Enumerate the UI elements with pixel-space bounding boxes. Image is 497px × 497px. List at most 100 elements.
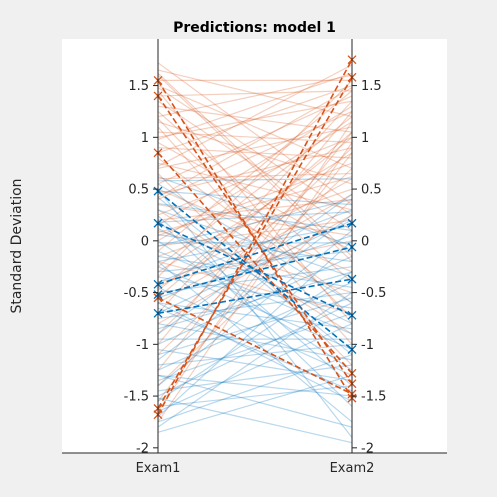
blue-observation-line — [157, 188, 353, 438]
red-observation-line — [157, 141, 353, 252]
red-observation-line — [157, 131, 353, 371]
blue-observation-line — [157, 374, 353, 397]
red-observation-line — [157, 79, 353, 278]
red-observation-line — [157, 64, 353, 167]
red-observation-line — [157, 147, 353, 195]
red-observation-line — [157, 100, 353, 231]
y-tick-label-right: -2 — [361, 441, 374, 456]
y-tick-label-left: 0 — [141, 234, 149, 249]
red-observation-line — [157, 110, 353, 200]
red-highlight-line — [157, 79, 353, 399]
blue-observation-line — [157, 214, 353, 361]
blue-observation-line — [157, 323, 353, 413]
red-observation-line — [157, 193, 353, 304]
red-observation-line — [157, 136, 353, 216]
axes-background — [62, 39, 447, 453]
y-tick-label-right: -1 — [361, 338, 374, 353]
blue-observation-line — [157, 235, 353, 299]
blue-observation-line — [157, 202, 353, 232]
blue-observation-line — [157, 240, 353, 418]
y-tick-label-left: 1 — [141, 131, 149, 146]
red-observation-line — [157, 167, 353, 356]
blue-observation-line — [157, 255, 353, 345]
blue-observation-line — [157, 374, 353, 433]
red-observation-line — [157, 162, 353, 211]
red-observation-line — [157, 62, 353, 206]
red-observation-line — [157, 209, 353, 335]
red-observation-line — [157, 157, 353, 304]
blue-observation-line — [157, 364, 353, 392]
red-observation-line — [157, 172, 353, 180]
red-observation-line — [157, 229, 353, 294]
red-observation-line — [157, 105, 353, 133]
blue-observation-line — [157, 198, 353, 247]
y-tick-label-left: -1 — [136, 338, 149, 353]
red-observation-line — [157, 142, 353, 423]
blue-observation-line — [157, 178, 353, 182]
red-observation-line — [157, 147, 353, 159]
red-observation-line — [157, 173, 353, 366]
red-observation-line — [157, 72, 353, 140]
chart-title: Predictions: model 1 — [173, 20, 336, 36]
red-observation-line — [157, 131, 353, 299]
red-observation-line — [157, 74, 353, 262]
blue-observation-line — [157, 219, 353, 407]
blue-observation-line — [157, 255, 353, 288]
y-tick-label-right: 1 — [361, 131, 369, 146]
red-observation-line — [157, 219, 353, 247]
blue-observation-line — [157, 397, 353, 444]
blue-observation-line — [157, 354, 353, 423]
blue-highlight-line — [157, 278, 353, 315]
red-observation-line — [157, 188, 353, 273]
red-observation-line — [157, 260, 353, 314]
blue-observation-line — [157, 176, 353, 247]
red-observation-line — [157, 152, 353, 402]
red-observation-line — [157, 116, 353, 268]
red-observation-line — [157, 100, 353, 138]
blue-observation-line — [157, 219, 353, 314]
red-observation-line — [157, 176, 353, 234]
y-tick-label-left: -2 — [136, 441, 149, 456]
y-tick-label-right: -0.5 — [361, 286, 386, 301]
red-observation-line — [157, 87, 353, 198]
red-observation-line — [157, 214, 353, 325]
blue-observation-line — [157, 227, 353, 325]
red-observation-line — [157, 85, 353, 169]
blue-observation-line — [157, 250, 353, 335]
background-lines — [157, 62, 353, 444]
red-observation-line — [157, 72, 353, 257]
blue-observation-line — [157, 261, 353, 423]
y-axis-label: Standard Deviation — [9, 178, 25, 313]
blue-observation-line — [157, 215, 353, 387]
red-observation-line — [157, 69, 353, 118]
red-observation-line — [157, 162, 353, 237]
red-highlight-line — [157, 152, 353, 374]
red-observation-line — [157, 121, 353, 412]
blue-observation-line — [157, 276, 353, 309]
red-observation-line — [157, 85, 353, 154]
red-observation-line — [157, 188, 353, 257]
red-observation-line — [157, 240, 353, 283]
blue-observation-line — [157, 266, 353, 294]
y-tick-label-right: 1.5 — [361, 79, 382, 94]
red-observation-line — [157, 152, 353, 273]
blue-observation-line — [157, 302, 353, 397]
parallel-axes — [157, 39, 353, 453]
blue-observation-line — [157, 292, 353, 428]
red-observation-line — [157, 121, 353, 185]
red-observation-line — [157, 105, 353, 226]
blue-observation-line — [157, 343, 353, 366]
y-tick-label-right: -1.5 — [361, 390, 386, 405]
red-observation-line — [157, 131, 353, 144]
y-tick-label-right: 0.5 — [361, 183, 382, 198]
red-observation-line — [157, 136, 353, 291]
blue-observation-line — [157, 385, 353, 408]
blue-observation-line — [157, 230, 353, 387]
blue-observation-line — [157, 271, 353, 330]
blue-observation-line — [157, 374, 353, 428]
blue-highlight-line — [157, 222, 353, 286]
blue-observation-line — [157, 302, 353, 402]
blue-observation-line — [157, 323, 353, 361]
blue-highlight-line — [157, 190, 353, 351]
